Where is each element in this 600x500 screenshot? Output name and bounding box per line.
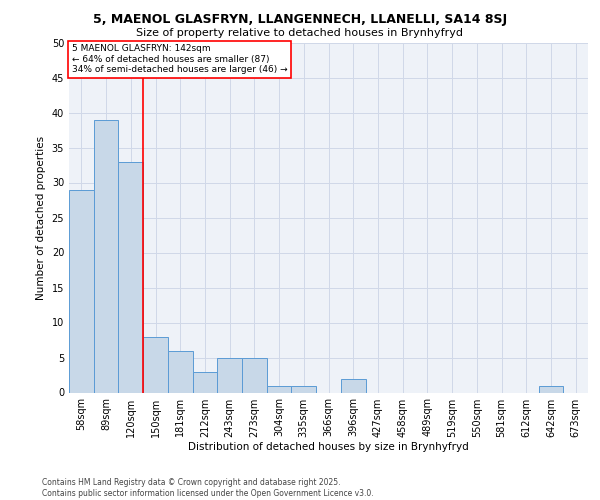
Y-axis label: Number of detached properties: Number of detached properties <box>36 136 46 300</box>
Text: Size of property relative to detached houses in Brynhyfryd: Size of property relative to detached ho… <box>137 28 464 38</box>
Text: Contains HM Land Registry data © Crown copyright and database right 2025.
Contai: Contains HM Land Registry data © Crown c… <box>42 478 374 498</box>
Bar <box>292 386 316 392</box>
Bar <box>217 358 242 392</box>
Bar <box>341 378 365 392</box>
Bar <box>94 120 118 392</box>
Bar <box>168 350 193 393</box>
Bar <box>118 162 143 392</box>
Bar <box>242 358 267 392</box>
Bar <box>267 386 292 392</box>
Bar <box>69 190 94 392</box>
Text: 5 MAENOL GLASFRYN: 142sqm
← 64% of detached houses are smaller (87)
34% of semi-: 5 MAENOL GLASFRYN: 142sqm ← 64% of detac… <box>71 44 287 74</box>
Bar <box>539 386 563 392</box>
Text: 5, MAENOL GLASFRYN, LLANGENNECH, LLANELLI, SA14 8SJ: 5, MAENOL GLASFRYN, LLANGENNECH, LLANELL… <box>93 12 507 26</box>
Bar <box>143 336 168 392</box>
X-axis label: Distribution of detached houses by size in Brynhyfryd: Distribution of detached houses by size … <box>188 442 469 452</box>
Bar <box>193 372 217 392</box>
